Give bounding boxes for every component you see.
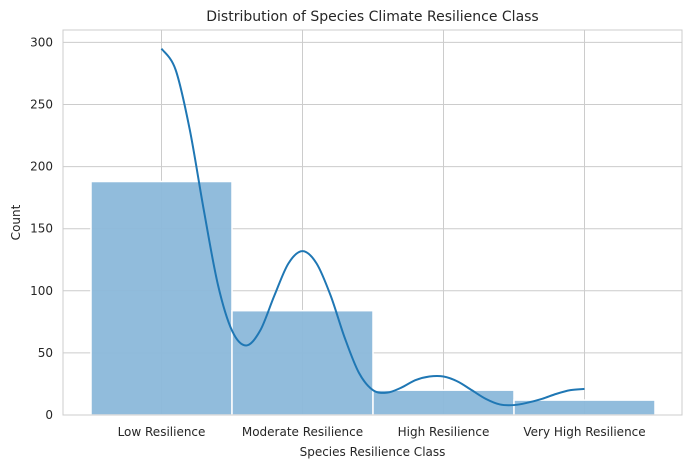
- plot-frame: [62, 29, 683, 416]
- histogram-bar: [372, 389, 515, 416]
- histogram-bar: [231, 309, 374, 416]
- x-tick-label: Moderate Resilience: [242, 425, 363, 439]
- y-tick-label: 150: [30, 222, 53, 236]
- y-tick-label: 300: [30, 35, 53, 49]
- chart-title: Distribution of Species Climate Resilien…: [206, 9, 538, 25]
- y-axis-label: Count: [9, 204, 23, 240]
- x-tick-label: High Resilience: [398, 425, 490, 439]
- x-axis-label: Species Resilience Class: [300, 445, 446, 459]
- x-tick-label: Very High Resilience: [523, 425, 645, 439]
- y-tick-label: 100: [30, 284, 53, 298]
- x-tick-label: Low Resilience: [118, 425, 206, 439]
- histogram-bar: [90, 180, 233, 416]
- kde-curve: [160, 48, 585, 407]
- kde-curve-group: [160, 48, 585, 407]
- y-tick-labels: 0 50 100 150 200 250 300: [30, 35, 53, 422]
- bars: [90, 180, 656, 416]
- x-tick-labels: Low Resilience Moderate Resilience High Re…: [118, 425, 646, 439]
- histogram-bar: [513, 399, 656, 416]
- y-tick-label: 200: [30, 160, 53, 174]
- y-tick-label: 50: [38, 346, 53, 360]
- y-tick-label: 0: [45, 408, 53, 422]
- y-tick-label: 250: [30, 98, 53, 112]
